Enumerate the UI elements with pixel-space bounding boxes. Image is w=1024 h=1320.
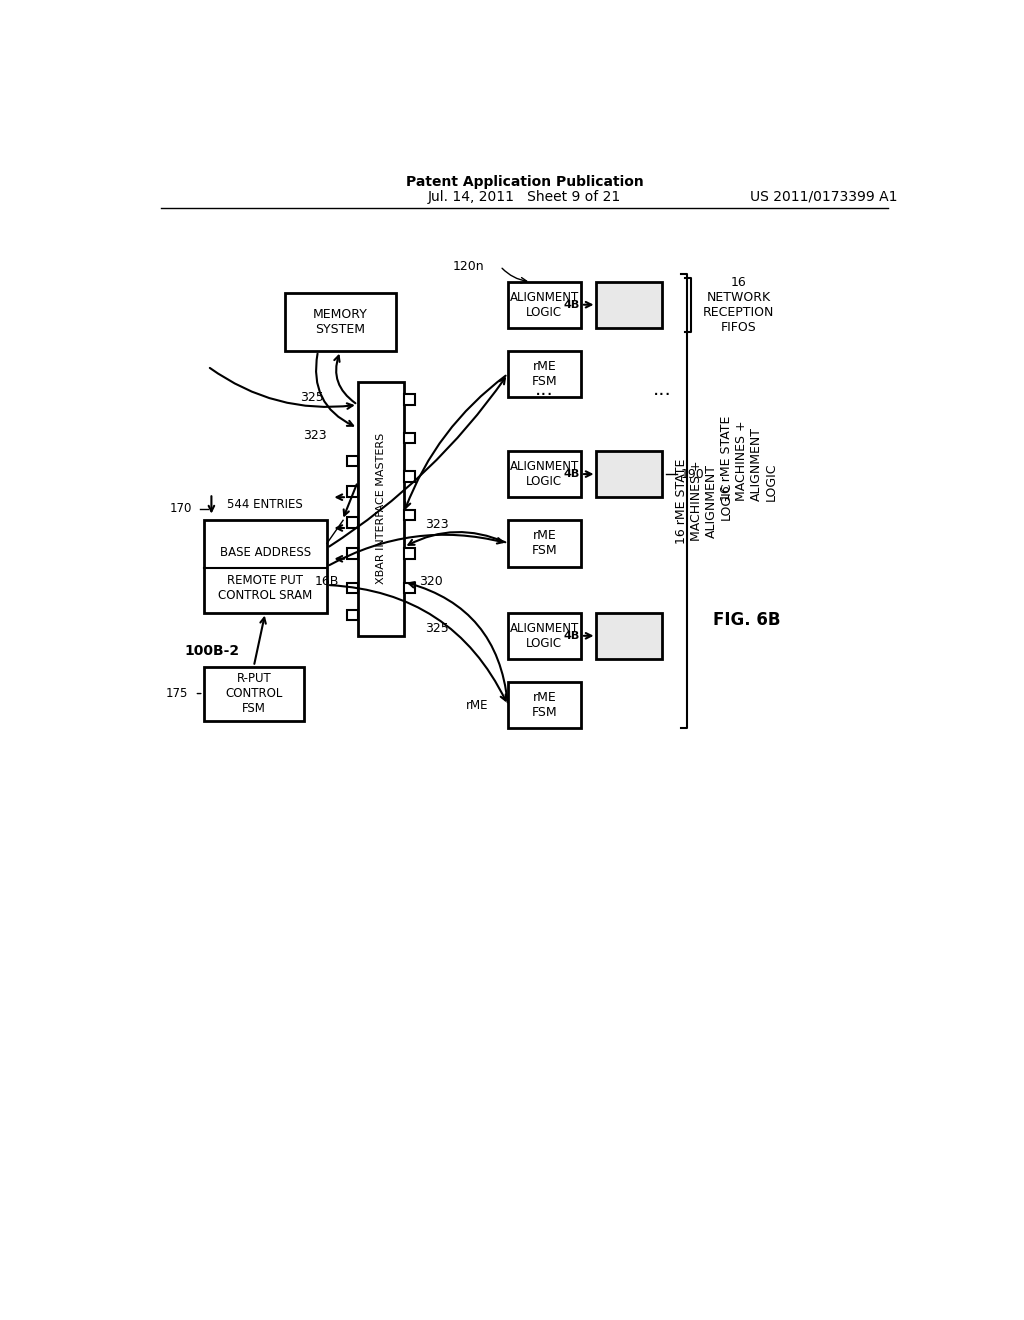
FancyBboxPatch shape (596, 451, 662, 498)
Text: 16 rME STATE
MACHINES +
ALIGNMENT
LOGIC: 16 rME STATE MACHINES + ALIGNMENT LOGIC (720, 416, 777, 502)
FancyBboxPatch shape (347, 455, 357, 466)
Text: XBAR INTERFACE MASTERS: XBAR INTERFACE MASTERS (376, 433, 386, 585)
FancyBboxPatch shape (347, 517, 357, 528)
FancyBboxPatch shape (285, 293, 396, 351)
Text: 544 ENTRIES: 544 ENTRIES (227, 499, 303, 511)
FancyBboxPatch shape (508, 682, 581, 729)
Text: R-PUT
CONTROL
FSM: R-PUT CONTROL FSM (225, 672, 283, 715)
Text: 16
NETWORK
RECEPTION
FIFOS: 16 NETWORK RECEPTION FIFOS (703, 276, 774, 334)
FancyBboxPatch shape (357, 381, 403, 636)
FancyBboxPatch shape (347, 610, 357, 620)
Text: REMOTE PUT
CONTROL SRAM: REMOTE PUT CONTROL SRAM (218, 574, 312, 602)
Text: 16 rME STATE
MACHINES +
ALIGNMENT
LOGIC: 16 rME STATE MACHINES + ALIGNMENT LOGIC (675, 458, 733, 544)
FancyBboxPatch shape (403, 433, 415, 444)
FancyBboxPatch shape (403, 548, 415, 558)
Text: rME: rME (466, 698, 488, 711)
Text: rME
FSM: rME FSM (531, 529, 557, 557)
Text: 170: 170 (170, 502, 193, 515)
Text: BASE ADDRESS: BASE ADDRESS (220, 546, 311, 560)
Text: Patent Application Publication: Patent Application Publication (406, 174, 644, 189)
Text: 175: 175 (166, 686, 188, 700)
FancyBboxPatch shape (204, 520, 327, 612)
Text: 323: 323 (303, 429, 328, 442)
FancyBboxPatch shape (508, 520, 581, 566)
FancyBboxPatch shape (347, 487, 357, 498)
FancyBboxPatch shape (508, 451, 581, 498)
FancyBboxPatch shape (403, 395, 415, 405)
FancyBboxPatch shape (508, 351, 581, 397)
Text: rME
FSM: rME FSM (531, 692, 557, 719)
FancyBboxPatch shape (508, 281, 581, 327)
FancyBboxPatch shape (596, 281, 662, 327)
Text: 325: 325 (300, 391, 324, 404)
FancyBboxPatch shape (403, 471, 415, 482)
Text: 4B: 4B (563, 469, 580, 479)
Text: US 2011/0173399 A1: US 2011/0173399 A1 (750, 190, 897, 203)
Text: 120n: 120n (454, 260, 484, 273)
Text: ALIGNMENT
LOGIC: ALIGNMENT LOGIC (510, 461, 579, 488)
Text: 100B-2: 100B-2 (184, 644, 240, 659)
FancyBboxPatch shape (347, 582, 357, 594)
Text: rME
FSM: rME FSM (531, 360, 557, 388)
Text: 16B: 16B (314, 576, 339, 589)
FancyBboxPatch shape (403, 510, 415, 520)
Text: 4B: 4B (563, 631, 580, 640)
FancyBboxPatch shape (204, 667, 304, 721)
Text: 323: 323 (425, 517, 449, 531)
Text: ALIGNMENT
LOGIC: ALIGNMENT LOGIC (510, 622, 579, 649)
Text: ALIGNMENT
LOGIC: ALIGNMENT LOGIC (510, 290, 579, 318)
Text: 320: 320 (419, 576, 442, 589)
FancyBboxPatch shape (596, 612, 662, 659)
Text: ...: ... (652, 380, 672, 399)
Text: FIG. 6B: FIG. 6B (713, 611, 780, 630)
Text: MEMORY
SYSTEM: MEMORY SYSTEM (313, 308, 368, 337)
Text: Jul. 14, 2011   Sheet 9 of 21: Jul. 14, 2011 Sheet 9 of 21 (428, 190, 622, 203)
FancyBboxPatch shape (347, 548, 357, 558)
Text: ...: ... (536, 380, 554, 399)
Text: 4B: 4B (563, 300, 580, 310)
Text: 325: 325 (425, 622, 449, 635)
FancyBboxPatch shape (508, 612, 581, 659)
FancyBboxPatch shape (403, 582, 415, 594)
Text: 190: 190 (681, 467, 705, 480)
